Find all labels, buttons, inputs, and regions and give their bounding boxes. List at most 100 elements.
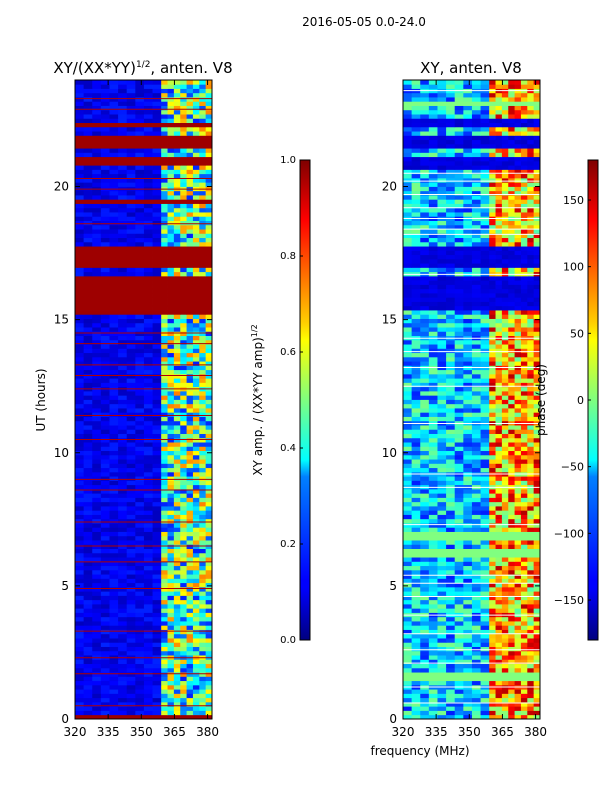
heatmap-cell <box>118 403 128 409</box>
heatmap-cell <box>192 697 200 703</box>
heatmap-cell <box>180 689 187 694</box>
heatmap-cell <box>109 484 119 490</box>
heatmap-cell <box>480 569 490 575</box>
heatmap-cell <box>420 476 430 481</box>
heatmap-cell <box>205 199 212 204</box>
heatmap-cell <box>495 535 503 541</box>
heatmap-cell <box>489 250 496 256</box>
heatmap-cell <box>205 493 212 498</box>
heatmap-cell <box>135 126 145 132</box>
heatmap-cell <box>167 288 175 294</box>
heatmap-cell <box>471 697 481 703</box>
heatmap-cell <box>205 506 212 511</box>
heatmap-cell <box>109 586 119 592</box>
heatmap-cell <box>428 697 438 703</box>
heatmap-cell <box>100 514 110 520</box>
heatmap-cell <box>489 540 496 545</box>
heatmap-cell <box>100 638 110 643</box>
heatmap-cell <box>109 471 119 477</box>
heatmap-cell <box>186 160 194 166</box>
heatmap-cell <box>428 246 438 251</box>
heatmap-cell <box>495 310 503 315</box>
heatmap-cell <box>192 650 200 656</box>
heatmap-cell <box>495 280 503 285</box>
heatmap-cell <box>411 352 421 358</box>
heatmap-cell <box>109 416 119 422</box>
heatmap-cell <box>161 697 168 703</box>
heatmap-cell <box>403 680 413 686</box>
heatmap-cell <box>100 126 110 132</box>
heatmap-cell <box>100 591 110 596</box>
heatmap-cell <box>205 557 212 562</box>
heatmap-cell <box>533 582 540 588</box>
heatmap-cell <box>92 403 102 409</box>
heatmap-cell <box>75 454 85 460</box>
heatmap-cell <box>167 565 175 571</box>
heatmap-cell <box>508 633 515 639</box>
heatmap-cell <box>186 408 194 413</box>
heatmap-cell <box>167 544 175 549</box>
heatmap-cell <box>186 399 194 405</box>
heatmap-cell <box>533 241 540 247</box>
heatmap-cell <box>173 212 181 217</box>
heatmap-cell <box>161 182 168 187</box>
heatmap-cell <box>508 552 515 558</box>
heatmap-cell <box>446 667 456 673</box>
heatmap-cell <box>501 429 509 434</box>
heatmap-cell <box>428 565 438 571</box>
heatmap-cell <box>420 275 430 281</box>
heatmap-cell <box>463 437 473 443</box>
heatmap-cell <box>173 586 181 592</box>
heatmap-cell <box>495 395 503 400</box>
heatmap-cell <box>186 454 194 460</box>
heatmap-cell <box>527 327 535 332</box>
heatmap-cell <box>508 463 515 469</box>
heatmap-cell <box>83 216 93 221</box>
heatmap-cell <box>83 233 93 239</box>
heatmap-cell <box>180 663 187 669</box>
heatmap-cell <box>92 361 102 366</box>
heatmap-cell <box>83 220 93 226</box>
heatmap-cell <box>403 322 413 328</box>
heatmap-cell <box>489 446 496 452</box>
heatmap-cell <box>186 629 194 635</box>
heatmap-cell <box>152 101 162 106</box>
heatmap-cell <box>75 177 85 183</box>
heatmap-cell <box>199 697 207 703</box>
heatmap-cell <box>420 254 430 260</box>
heatmap-cell <box>167 305 175 311</box>
heatmap-cell <box>199 710 207 716</box>
heatmap-cell <box>161 122 168 128</box>
heatmap-cell <box>180 403 187 409</box>
heatmap-cell <box>92 646 102 652</box>
heatmap-cell <box>192 621 200 626</box>
heatmap-cell <box>180 633 187 639</box>
heatmap-cell <box>83 378 93 383</box>
heatmap-cell <box>205 420 212 426</box>
heatmap-cell <box>118 454 128 460</box>
heatmap-cell <box>180 608 187 613</box>
heatmap-cell <box>109 131 119 136</box>
heatmap-cell <box>508 344 515 349</box>
heatmap-cell <box>92 301 102 307</box>
heatmap-cell <box>152 305 162 311</box>
heatmap-cell <box>186 680 194 686</box>
heatmap-cell <box>143 544 153 549</box>
heatmap-cell <box>173 501 181 507</box>
heatmap-cell <box>192 642 200 647</box>
heatmap-cell <box>75 591 85 596</box>
heatmap-cell <box>489 463 496 469</box>
heatmap-cell <box>420 667 430 673</box>
heatmap-cell <box>109 216 119 221</box>
heatmap-cell <box>437 305 447 311</box>
heatmap-cell <box>152 586 162 592</box>
heatmap-cell <box>192 258 200 264</box>
heatmap-cell <box>437 195 447 200</box>
heatmap-cell <box>167 156 175 162</box>
heatmap-cell <box>152 122 162 128</box>
heatmap-cell <box>480 203 490 209</box>
heatmap-cell <box>173 229 181 234</box>
heatmap-cell <box>161 301 168 307</box>
heatmap-cell <box>454 655 464 660</box>
heatmap-cell <box>454 544 464 549</box>
